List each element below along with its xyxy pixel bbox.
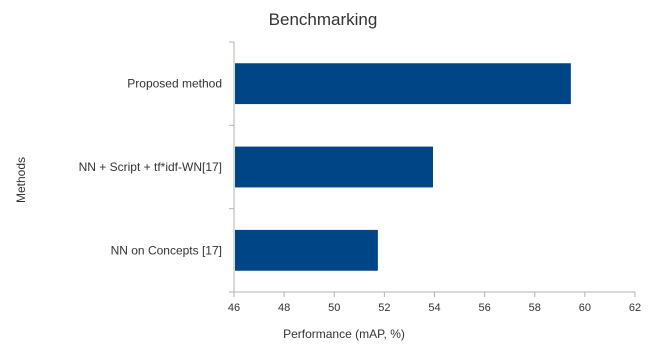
category-labels: Proposed method NN + Script + tf*idf-WN[1… — [79, 77, 222, 258]
bar — [235, 146, 433, 188]
category-label: NN on Concepts [17] — [111, 243, 222, 257]
x-tick-label: 56 — [479, 302, 491, 314]
bars-group — [235, 63, 571, 271]
y-ticks — [229, 41, 234, 293]
x-tick-label: 58 — [529, 302, 541, 314]
chart-title: Benchmarking — [269, 10, 378, 29]
y-axis-label: Methods — [14, 157, 28, 203]
bar — [235, 63, 571, 105]
x-tick-label: 46 — [228, 302, 240, 314]
category-label: Proposed method — [127, 77, 222, 91]
bar — [235, 229, 378, 271]
x-tick-label: 52 — [378, 302, 390, 314]
x-ticks: 46 48 50 52 54 56 58 60 62 — [228, 292, 641, 314]
x-tick-label: 48 — [278, 302, 290, 314]
x-tick-label: 62 — [629, 302, 641, 314]
x-axis-label: Performance (mAP, %) — [283, 327, 405, 341]
category-label: NN + Script + tf*idf-WN[17] — [79, 160, 222, 174]
x-tick-label: 60 — [579, 302, 591, 314]
x-tick-label: 50 — [328, 302, 340, 314]
x-tick-label: 54 — [428, 302, 440, 314]
